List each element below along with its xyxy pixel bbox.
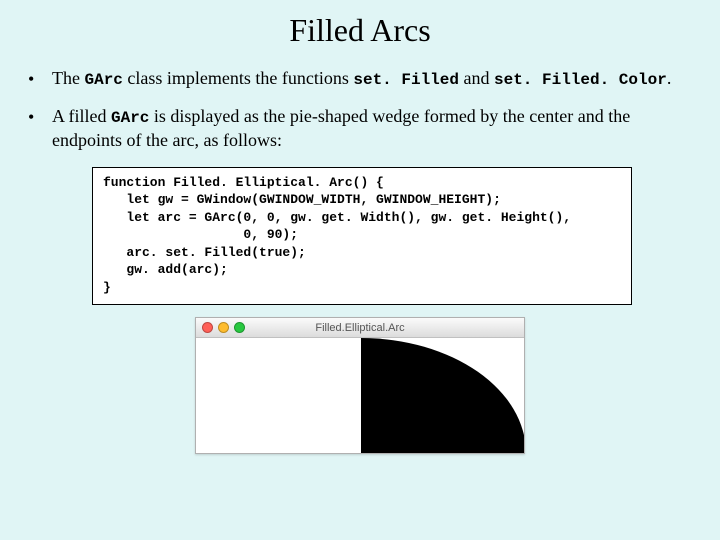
text-segment: The [52,68,84,88]
filled-arc-shape [361,338,524,453]
text-segment: A filled [52,106,111,126]
maximize-icon[interactable] [234,322,245,333]
bullet-dot: • [28,105,52,152]
bullet-item-2: • A filled GArc is displayed as the pie-… [28,105,692,152]
text-segment: class implements the functions [123,68,353,88]
window-title: Filled.Elliptical.Arc [196,322,524,334]
bullet-dot: • [28,67,52,91]
code-inline: GArc [111,109,149,127]
demo-window: Filled.Elliptical.Arc [195,317,525,454]
traffic-lights [202,322,245,333]
text-segment: . [667,68,672,88]
bullet-text-1: The GArc class implements the functions … [52,67,692,91]
close-icon[interactable] [202,322,213,333]
canvas-area [196,338,524,453]
text-segment: and [459,68,494,88]
code-block: function Filled. Elliptical. Arc() { let… [92,167,632,306]
code-inline: set. Filled [353,71,459,89]
code-inline: set. Filled. Color [494,71,667,89]
window-titlebar: Filled.Elliptical.Arc [196,318,524,338]
bullet-text-2: A filled GArc is displayed as the pie-sh… [52,105,692,152]
bullet-item-1: • The GArc class implements the function… [28,67,692,91]
minimize-icon[interactable] [218,322,229,333]
arc-svg [196,338,524,453]
code-inline: GArc [84,71,122,89]
page-title: Filled Arcs [28,12,692,49]
